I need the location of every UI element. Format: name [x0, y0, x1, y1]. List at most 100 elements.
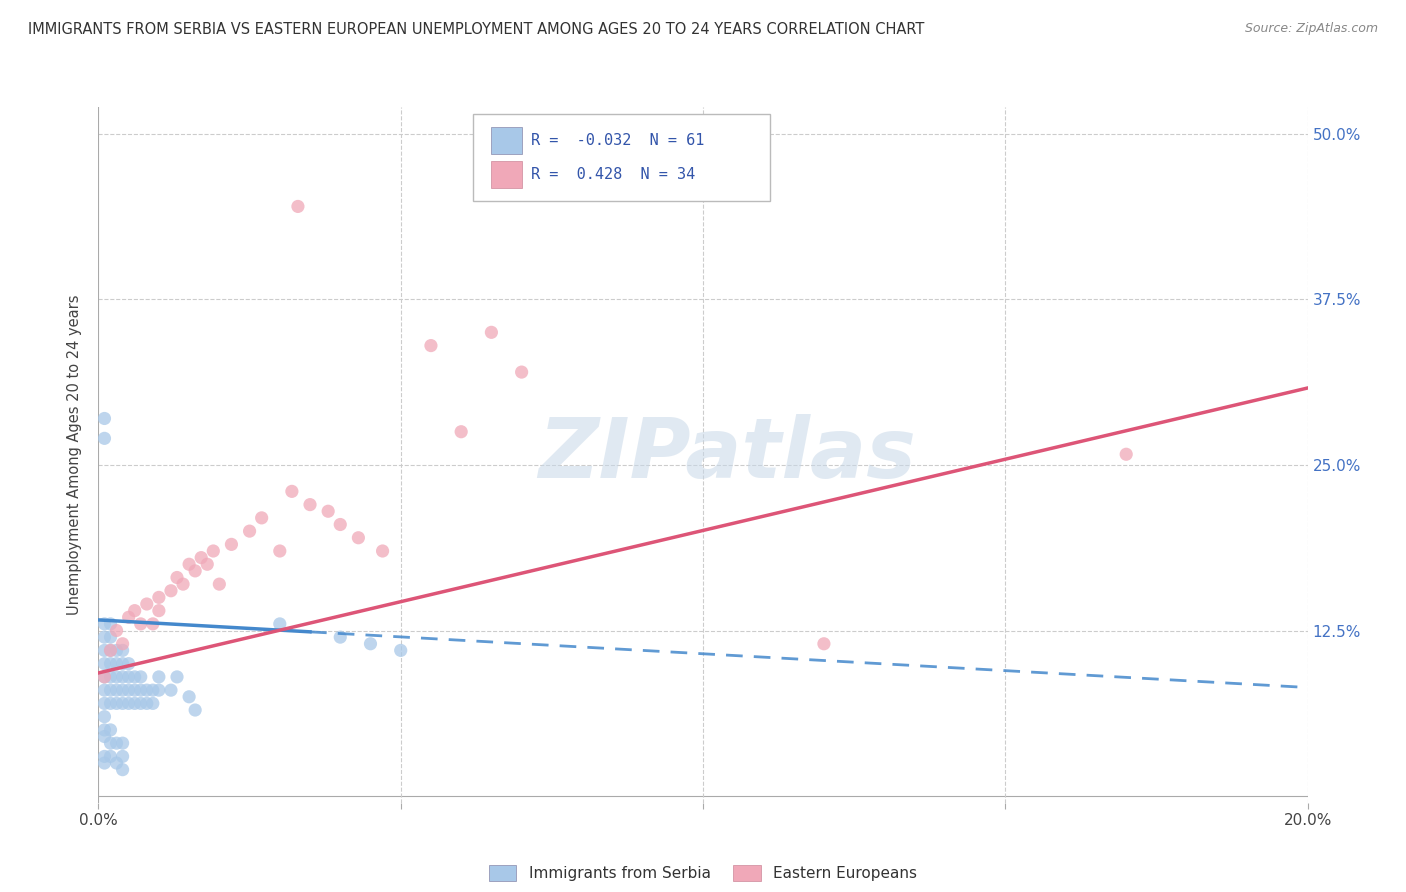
Point: [269, 616, 291, 631]
Point: [347, 531, 370, 545]
Point: [105, 657, 128, 671]
Point: [202, 544, 225, 558]
Point: [179, 690, 201, 704]
Point: [160, 583, 183, 598]
Point: [510, 365, 533, 379]
Point: [105, 736, 128, 750]
Bar: [492, 127, 522, 154]
Point: [124, 670, 146, 684]
Point: [93, 616, 115, 631]
Point: [93, 657, 115, 671]
Point: [129, 616, 152, 631]
Point: [93, 709, 115, 723]
Point: [172, 577, 194, 591]
Point: [329, 630, 352, 644]
Point: [1115, 447, 1137, 461]
Point: [129, 683, 152, 698]
Point: [100, 657, 122, 671]
Point: [129, 697, 152, 711]
Point: [160, 683, 183, 698]
Legend: Immigrants from Serbia, Eastern Europeans: Immigrants from Serbia, Eastern European…: [482, 859, 924, 888]
Text: R =  -0.032  N = 61: R = -0.032 N = 61: [531, 133, 704, 148]
Point: [135, 697, 157, 711]
Point: [93, 411, 115, 425]
Point: [316, 504, 339, 518]
Point: [105, 683, 128, 698]
Point: [105, 643, 128, 657]
Point: [105, 670, 128, 684]
Point: [100, 643, 122, 657]
Point: [813, 637, 835, 651]
Point: [100, 749, 122, 764]
Point: [450, 425, 472, 439]
Point: [148, 604, 170, 618]
Point: [93, 431, 115, 445]
Point: [93, 643, 115, 657]
Point: [105, 624, 128, 638]
Point: [100, 723, 122, 737]
Point: [299, 498, 322, 512]
Point: [111, 643, 134, 657]
Point: [93, 670, 115, 684]
Point: [135, 683, 157, 698]
Text: Source: ZipAtlas.com: Source: ZipAtlas.com: [1244, 22, 1378, 36]
Point: [118, 657, 141, 671]
Point: [124, 697, 146, 711]
Point: [135, 597, 157, 611]
Text: R =  0.428  N = 34: R = 0.428 N = 34: [531, 167, 696, 182]
Point: [129, 670, 152, 684]
Point: [124, 683, 146, 698]
Point: [111, 637, 134, 651]
Point: [111, 763, 134, 777]
Point: [93, 730, 115, 744]
Point: [148, 591, 170, 605]
Point: [142, 683, 165, 698]
Point: [100, 697, 122, 711]
Point: [118, 670, 141, 684]
Point: [142, 616, 165, 631]
Point: [148, 683, 170, 698]
Point: [195, 558, 218, 572]
Y-axis label: Unemployment Among Ages 20 to 24 years: Unemployment Among Ages 20 to 24 years: [67, 294, 83, 615]
Point: [360, 637, 382, 651]
Point: [269, 544, 291, 558]
Point: [420, 338, 443, 352]
Point: [93, 683, 115, 698]
Point: [179, 558, 201, 572]
Point: [105, 697, 128, 711]
Point: [148, 670, 170, 684]
Point: [111, 657, 134, 671]
Point: [93, 697, 115, 711]
Point: [208, 577, 231, 591]
Point: [118, 610, 141, 624]
Point: [250, 511, 273, 525]
Point: [389, 643, 412, 657]
Point: [111, 683, 134, 698]
Point: [142, 697, 165, 711]
Point: [239, 524, 262, 538]
Point: [105, 756, 128, 770]
Point: [118, 683, 141, 698]
Point: [481, 326, 503, 340]
Point: [166, 670, 188, 684]
Point: [111, 697, 134, 711]
FancyBboxPatch shape: [474, 114, 769, 201]
Point: [166, 570, 188, 584]
Point: [100, 683, 122, 698]
Point: [93, 749, 115, 764]
Point: [184, 703, 207, 717]
Point: [100, 616, 122, 631]
Point: [281, 484, 304, 499]
Point: [221, 537, 243, 551]
Point: [93, 756, 115, 770]
Point: [93, 670, 115, 684]
Point: [100, 630, 122, 644]
Point: [100, 736, 122, 750]
Point: [100, 670, 122, 684]
Bar: [492, 161, 522, 188]
Point: [118, 697, 141, 711]
Point: [184, 564, 207, 578]
Text: IMMIGRANTS FROM SERBIA VS EASTERN EUROPEAN UNEMPLOYMENT AMONG AGES 20 TO 24 YEAR: IMMIGRANTS FROM SERBIA VS EASTERN EUROPE…: [28, 22, 925, 37]
Point: [111, 670, 134, 684]
Point: [111, 736, 134, 750]
